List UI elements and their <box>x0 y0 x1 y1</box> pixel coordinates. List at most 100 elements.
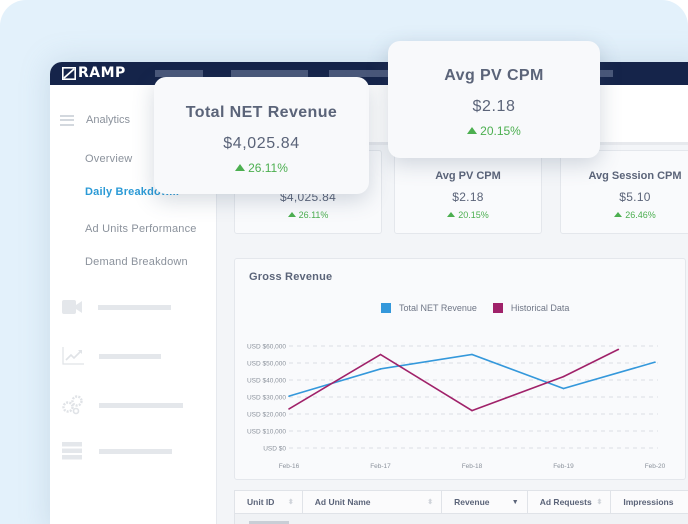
data-point[interactable] <box>288 408 290 410</box>
nav-item-placeholder[interactable] <box>596 70 613 77</box>
column-header-unit-id[interactable]: Unit ID ⬍ <box>235 491 303 513</box>
x-tick-label: Feb-20 <box>645 463 666 470</box>
sidebar-item-reports[interactable] <box>62 347 161 365</box>
floating-kpi-card-avg-pv-cpm: Avg PV CPM $2.18 20.15% <box>388 41 600 158</box>
sort-icon: ⬍ <box>287 499 294 506</box>
column-label: Impressions <box>623 497 674 507</box>
floating-kpi-delta-value: 26.11% <box>248 161 288 175</box>
up-arrow-icon <box>614 212 623 217</box>
kpi-value: $2.18 <box>452 190 484 204</box>
floating-kpi-delta: 26.11% <box>154 161 369 175</box>
column-label: Unit ID <box>247 497 275 507</box>
column-label: Ad Unit Name <box>314 497 371 507</box>
sort-desc-icon: ▼ <box>511 498 519 506</box>
kpi-title: Avg Session CPM <box>588 170 682 182</box>
video-camera-icon <box>62 300 82 314</box>
kpi-delta-value: 20.15% <box>458 210 489 220</box>
column-header-ad-unit-name[interactable]: Ad Unit Name ⬍ <box>303 491 443 513</box>
y-tick-label: USD $50,000 <box>247 361 286 368</box>
sidebar-section-analytics[interactable]: Analytics <box>60 114 130 126</box>
sidebar-item-inventory[interactable] <box>62 442 172 460</box>
kpi-delta-value: 26.11% <box>298 210 329 220</box>
kpi-delta: 20.15% <box>395 210 541 220</box>
x-tick-label: Feb-18 <box>462 463 483 470</box>
y-tick-label: USD $10,000 <box>247 429 286 436</box>
column-label: Ad Requests <box>539 497 592 507</box>
data-point[interactable] <box>562 375 565 378</box>
kpi-title: Avg PV CPM <box>435 170 501 182</box>
sort-icon: ⬍ <box>596 499 603 506</box>
up-arrow-icon <box>447 212 456 217</box>
series-line-total-net-revenue[interactable] <box>288 353 656 397</box>
legend-item-total-net-revenue[interactable]: Total NET Revenue <box>381 303 477 313</box>
sidebar-label-placeholder <box>98 304 171 310</box>
floating-kpi-value: $4,025.84 <box>223 135 300 152</box>
y-tick-label: USD $60,000 <box>247 344 286 351</box>
floating-kpi-card-total-net-revenue: Total NET Revenue $4,025.84 26.11% <box>154 77 369 194</box>
column-header-impressions[interactable]: Impressions <box>611 491 688 513</box>
x-tick-label: Feb-19 <box>553 463 574 470</box>
server-list-icon <box>62 442 82 460</box>
line-chart-icon <box>62 347 84 365</box>
y-tick-label: USD $30,000 <box>247 395 286 402</box>
nav-item-placeholder[interactable] <box>155 70 203 77</box>
kpi-delta: 26.11% <box>235 210 381 220</box>
floating-kpi-title: Avg PV CPM <box>444 67 544 84</box>
hamburger-menu-icon[interactable] <box>60 114 74 126</box>
sort-icon: ⬍ <box>427 499 434 506</box>
data-point[interactable] <box>562 387 565 390</box>
kpi-delta: 26.46% <box>561 210 688 220</box>
table-header: Unit ID ⬍ Ad Unit Name ⬍ Revenue ▼ Ad Reque… <box>235 491 688 514</box>
data-point[interactable] <box>471 353 473 356</box>
up-arrow-icon <box>287 212 296 217</box>
legend-swatch <box>381 303 391 313</box>
legend-label: Historical Data <box>510 303 570 313</box>
kpi-value: $5.10 <box>619 190 651 204</box>
data-point[interactable] <box>654 361 656 363</box>
legend-item-historical-data[interactable]: Historical Data <box>492 303 570 313</box>
column-label: Revenue <box>454 497 490 507</box>
ramp-logo[interactable]: RAMP <box>62 65 126 81</box>
up-arrow-icon <box>467 127 478 134</box>
sidebar-item-demand-breakdown[interactable]: Demand Breakdown <box>85 256 188 268</box>
sidebar-label-placeholder <box>99 353 161 359</box>
chart-title: Gross Revenue <box>249 271 333 283</box>
sidebar-item-video[interactable] <box>62 300 171 314</box>
floating-kpi-delta: 20.15% <box>388 124 600 138</box>
data-point[interactable] <box>471 409 473 412</box>
logo-text: RAMP <box>78 65 126 81</box>
kpi-card-avg-session-cpm: Avg Session CPM $5.10 26.46% <box>560 150 688 234</box>
sidebar-label-placeholder <box>99 448 172 454</box>
sidebar-item-overview[interactable]: Overview <box>85 153 133 165</box>
nav-item-placeholder[interactable] <box>231 70 308 77</box>
floating-kpi-value: $2.18 <box>472 98 516 115</box>
ramp-logo-icon <box>62 66 76 80</box>
legend-swatch <box>492 303 503 313</box>
sidebar-section-title: Analytics <box>86 114 131 126</box>
gross-revenue-chart-card: Gross Revenue Total NET Revenue Historic… <box>234 258 686 480</box>
x-tick-label: Feb-16 <box>279 463 300 470</box>
data-point[interactable] <box>617 348 620 351</box>
gears-icon <box>62 395 83 415</box>
sidebar-label-placeholder <box>99 402 183 408</box>
series-line-historical-data[interactable] <box>288 348 619 412</box>
y-tick-label: USD $0 <box>263 446 286 453</box>
data-point[interactable] <box>379 353 382 356</box>
x-tick-label: Feb-17 <box>370 463 391 470</box>
chart-legend: Total NET Revenue Historical Data <box>381 303 585 313</box>
legend-label: Total NET Revenue <box>399 303 477 313</box>
kpi-card-avg-pv-cpm: Avg PV CPM $2.18 20.15% <box>394 150 542 234</box>
sidebar-item-settings[interactable] <box>62 395 183 415</box>
data-point[interactable] <box>379 368 382 370</box>
sidebar: Analytics Overview Daily Breakdow... Ad … <box>50 85 217 524</box>
kpi-delta-value: 26.46% <box>625 210 656 220</box>
floating-kpi-delta-value: 20.15% <box>480 124 521 138</box>
nav-item-placeholder[interactable] <box>329 70 389 77</box>
column-header-revenue[interactable]: Revenue ▼ <box>442 491 528 513</box>
line-chart: USD $0 USD $10,000 USD $20,000 USD $30,000 U… <box>247 344 666 471</box>
data-point[interactable] <box>288 395 290 397</box>
floating-kpi-title: Total NET Revenue <box>185 104 338 121</box>
sidebar-item-ad-units-performance[interactable]: Ad Units Performance <box>85 223 197 235</box>
table-row-placeholder <box>249 521 289 524</box>
column-header-ad-requests[interactable]: Ad Requests ⬍ <box>528 491 612 513</box>
